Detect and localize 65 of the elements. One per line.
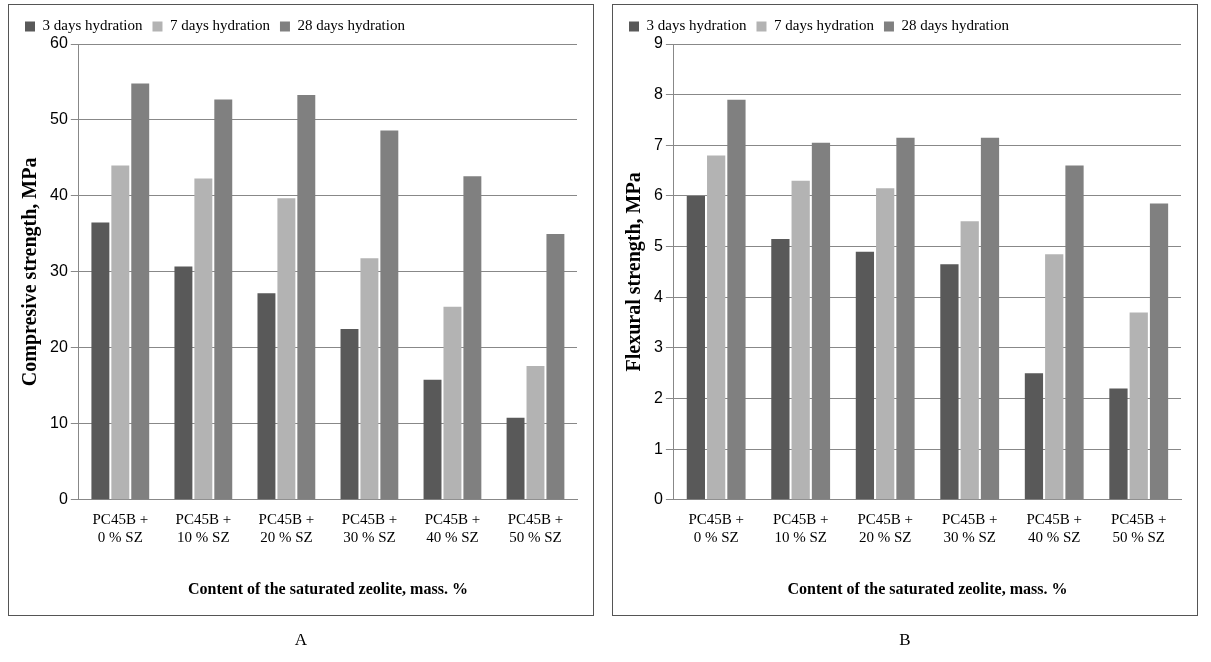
- bar: [174, 266, 193, 500]
- bar: [707, 155, 726, 500]
- y-tick-label: 3: [653, 338, 663, 356]
- y-axis-title: Compresive strength, MPa: [18, 157, 42, 387]
- x-tick-label: PC45B + 30 % SZ: [941, 510, 998, 545]
- legend-label: 7 days hydration: [169, 17, 271, 34]
- bar: [340, 328, 359, 500]
- legend-label: 3 days hydration: [646, 17, 747, 34]
- y-tick-label: 0: [653, 490, 663, 508]
- bar: [686, 195, 705, 500]
- bar: [506, 417, 525, 500]
- bar: [423, 379, 442, 500]
- x-tick-label: PC45B + 0 % SZ: [92, 510, 149, 545]
- x-tick-label: PC45B + 40 % SZ: [1026, 510, 1083, 545]
- bar: [91, 222, 110, 500]
- bar: [876, 188, 895, 500]
- legend-label: 28 days hydration: [901, 17, 1010, 34]
- y-tick-label: 1: [653, 439, 663, 457]
- y-tick-label: 4: [653, 287, 663, 305]
- bar: [1129, 312, 1148, 500]
- bar: [443, 306, 462, 500]
- bar: [1045, 254, 1064, 500]
- text: A: [293, 630, 309, 650]
- x-axis-title: Content of the saturated zeolite, mass. %: [787, 579, 1068, 597]
- x-tick-label: PC45B + 10 % SZ: [772, 510, 829, 545]
- bar: [1024, 373, 1044, 500]
- bar: [277, 198, 296, 500]
- bar: [960, 221, 979, 500]
- legend-label: 7 days hydration: [773, 17, 875, 34]
- y-tick-label: 10: [50, 414, 68, 432]
- y-tick-label: 0: [58, 490, 68, 508]
- x-tick-label: PC45B + 10 % SZ: [175, 510, 232, 545]
- y-tick-label: 60: [50, 34, 68, 52]
- y-tick-label: 9: [653, 34, 663, 52]
- bar: [111, 165, 130, 500]
- bar: [526, 366, 545, 500]
- y-tick-label: 40: [50, 186, 68, 204]
- y-tick-label: 6: [653, 186, 663, 204]
- y-tick-label: 50: [50, 110, 68, 128]
- x-tick-label: PC45B + 50 % SZ: [1110, 510, 1167, 545]
- y-tick-label: 20: [50, 338, 68, 356]
- x-tick-label: PC45B + 40 % SZ: [424, 510, 481, 545]
- x-tick-label: PC45B + 0 % SZ: [688, 510, 744, 545]
- legend-label: 28 days hydration: [297, 17, 406, 34]
- bar: [940, 264, 959, 500]
- x-tick-label: PC45B + 30 % SZ: [341, 510, 398, 545]
- bar: [771, 238, 790, 500]
- bar: [1109, 388, 1128, 500]
- x-tick-label: PC45B + 20 % SZ: [258, 510, 315, 545]
- bar: [855, 251, 875, 500]
- y-tick-label: 5: [653, 236, 663, 254]
- y-tick-label: 2: [653, 388, 663, 406]
- x-tick-label: PC45B + 20 % SZ: [857, 510, 913, 545]
- y-tick-label: 8: [653, 85, 663, 103]
- legend-label: 3 days hydration: [42, 17, 143, 34]
- bar: [360, 258, 379, 500]
- y-tick-label: 30: [50, 262, 68, 280]
- bar: [194, 178, 213, 500]
- bar: [791, 180, 810, 500]
- y-tick-label: 7: [653, 135, 663, 153]
- text: B: [898, 630, 912, 650]
- x-tick-label: PC45B + 50 % SZ: [507, 510, 564, 545]
- x-axis-title: Content of the saturated zeolite, mass. %: [187, 579, 468, 597]
- bar: [257, 293, 276, 500]
- y-axis-title: Flexural strength, MPa: [622, 172, 646, 372]
